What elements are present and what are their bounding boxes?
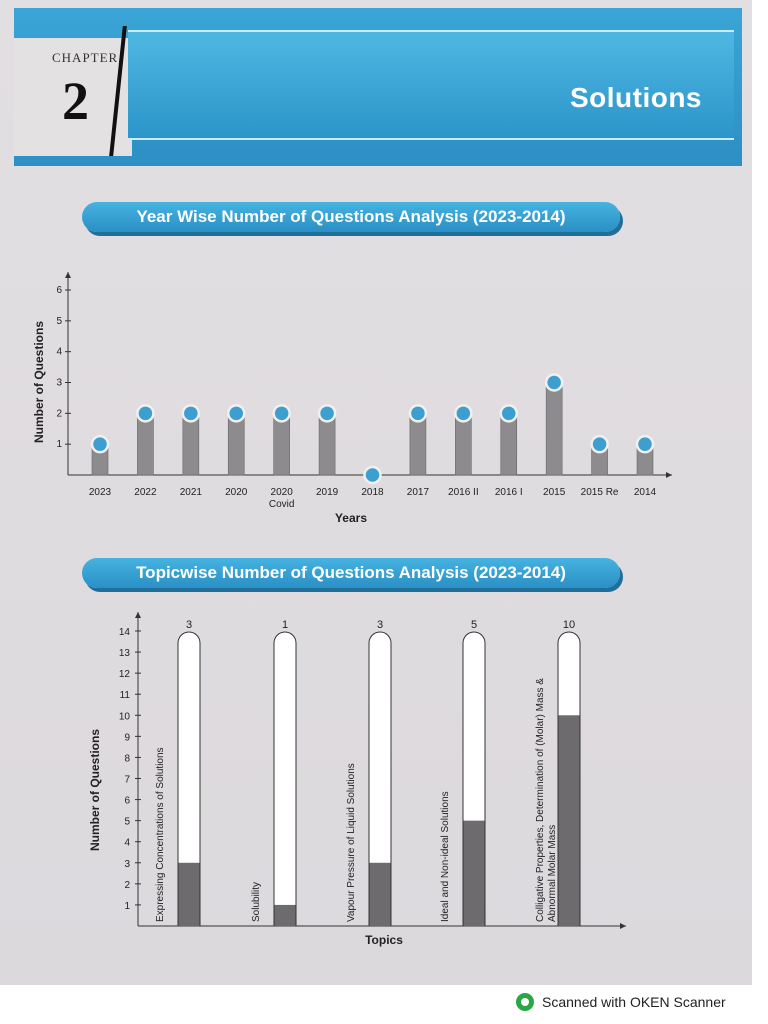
scanned-page: CHAPTER 2 Solutions Year Wise Number of … <box>0 0 752 985</box>
x-tick-label: Vapour Pressure of Liquid Solutions <box>346 763 357 922</box>
scanner-footer: Scanned with OKEN Scanner <box>516 992 726 1012</box>
bar-cap <box>590 434 609 454</box>
topic-chart-title: Topicwise Number of Questions Analysis (… <box>82 558 620 588</box>
oken-scanner-icon <box>516 993 534 1011</box>
bar-cap <box>227 404 246 423</box>
x-tick-label: 2016 I <box>495 487 523 498</box>
bar-outline <box>368 631 392 926</box>
y-tick-label: 10 <box>119 711 131 722</box>
bar-cap <box>181 404 201 423</box>
bar-cap <box>363 465 382 485</box>
x-tick-label: 2017 <box>407 487 430 498</box>
x-tick-label: 2020 <box>271 487 294 498</box>
x-tick-label: Expressing Concentrations of Solutions <box>155 747 166 922</box>
bar <box>558 715 580 926</box>
x-tick-label: Abnormal Molar Mass <box>547 825 558 922</box>
year-chart-title: Year Wise Number of Questions Analysis (… <box>82 202 620 232</box>
y-axis-title: Number of Questions <box>32 321 46 443</box>
data-label: 5 <box>471 619 477 631</box>
data-label: 3 <box>186 619 192 631</box>
data-label: 1 <box>282 619 288 631</box>
y-tick-label: 2 <box>56 408 62 419</box>
x-tick-label: 2015 <box>543 487 566 498</box>
bar-cap <box>635 434 655 454</box>
y-tick-label: 5 <box>124 817 130 828</box>
x-tick-label: 2022 <box>134 487 157 498</box>
y-axis-title: Number of Questions <box>88 729 102 851</box>
y-axis-arrow <box>65 272 71 278</box>
bar-outline <box>273 631 297 926</box>
bar-cap <box>454 404 473 423</box>
y-tick-label: 5 <box>56 316 62 327</box>
x-tick-label: 2020 <box>225 487 248 498</box>
scanner-text: Scanned with OKEN Scanner <box>542 994 726 1010</box>
x-tick-label: 2021 <box>180 487 203 498</box>
y-tick-label: 3 <box>124 859 130 870</box>
x-axis-title: Years <box>335 511 367 525</box>
x-axis-title: Topics <box>365 933 403 947</box>
chapter-title-panel <box>128 30 734 140</box>
bar <box>463 820 485 926</box>
x-tick-label: Covid <box>269 499 295 510</box>
y-tick-label: 2 <box>124 880 130 891</box>
x-tick-label: 2015 Re <box>581 487 619 498</box>
bar-cap <box>499 404 518 423</box>
y-tick-label: 6 <box>56 285 62 296</box>
y-tick-label: 9 <box>124 732 130 743</box>
x-tick-label: Solubility <box>251 882 262 922</box>
bar <box>369 862 391 926</box>
bar-cap <box>90 434 110 454</box>
x-tick-label: 2016 II <box>448 487 479 498</box>
y-tick-label: 4 <box>124 838 130 849</box>
y-tick-label: 11 <box>120 690 131 701</box>
y-tick-label: 7 <box>124 775 130 786</box>
x-axis-arrow <box>666 472 672 478</box>
bar-cap <box>544 373 564 392</box>
y-tick-label: 14 <box>119 627 131 638</box>
x-tick-label: Colligative Properties, Determination of… <box>535 678 546 922</box>
x-tick-label: 2018 <box>361 487 384 498</box>
chapter-number: 2 <box>62 71 89 131</box>
data-label: 3 <box>377 619 383 631</box>
x-tick-label: Ideal and Non-ideal Solutions <box>440 791 451 922</box>
bar-outline <box>177 631 201 926</box>
bar <box>274 904 296 926</box>
chapter-title: Solutions <box>569 82 702 113</box>
y-tick-label: 12 <box>119 669 131 680</box>
x-tick-label: 2019 <box>316 487 339 498</box>
chapter-label: CHAPTER <box>52 50 119 65</box>
bar <box>178 862 200 926</box>
x-tick-label: 2023 <box>89 487 112 498</box>
y-tick-label: 13 <box>119 648 131 659</box>
data-label: 10 <box>563 619 575 631</box>
y-tick-label: 1 <box>124 901 130 912</box>
y-tick-label: 8 <box>124 753 130 764</box>
x-tick-label: 2014 <box>634 487 657 498</box>
y-tick-label: 4 <box>56 347 62 358</box>
y-tick-label: 6 <box>124 796 130 807</box>
bar-cap <box>317 404 337 423</box>
bar-cap <box>408 404 428 423</box>
bar-cap <box>272 404 291 423</box>
y-tick-label: 3 <box>56 378 62 389</box>
x-axis-arrow <box>620 923 626 929</box>
y-tick-label: 1 <box>56 439 62 450</box>
y-axis-arrow <box>135 612 141 618</box>
bar-cap <box>136 404 155 423</box>
